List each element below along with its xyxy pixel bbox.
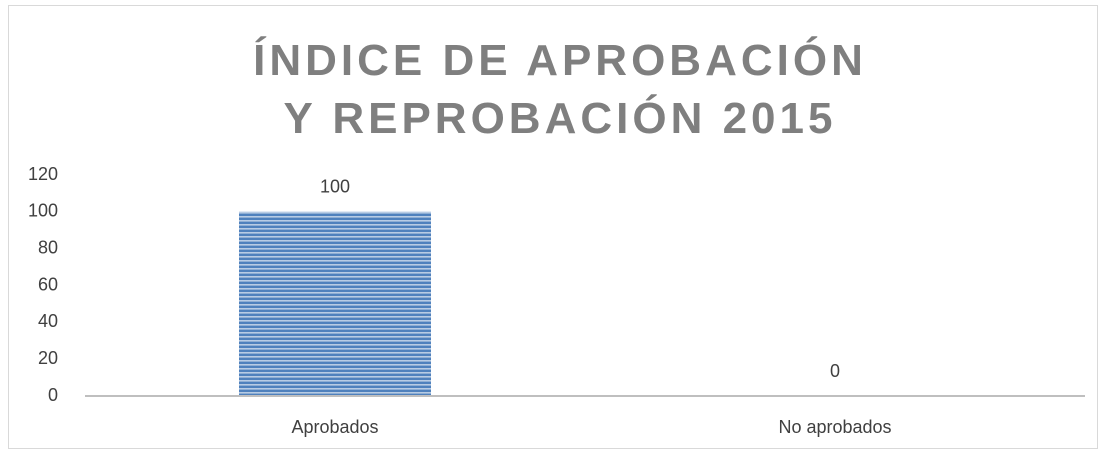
- chart-title: ÍNDICE DE APROBACIÓN Y REPROBACIÓN 2015: [253, 36, 867, 143]
- bar: [239, 211, 431, 396]
- y-tick-label: 20: [38, 348, 58, 368]
- y-tick-label: 40: [38, 311, 58, 331]
- x-tick-label: No aprobados: [778, 417, 891, 437]
- data-label: 100: [320, 177, 350, 197]
- y-tick-label: 100: [28, 201, 58, 221]
- chart-frame: [8, 5, 1098, 449]
- data-label: 0: [830, 361, 840, 381]
- x-tick-label: Aprobados: [291, 417, 378, 437]
- y-tick-label: 120: [28, 164, 58, 184]
- y-tick-label: 60: [38, 274, 58, 294]
- y-tick-label: 0: [48, 385, 58, 405]
- y-tick-label: 80: [38, 237, 58, 257]
